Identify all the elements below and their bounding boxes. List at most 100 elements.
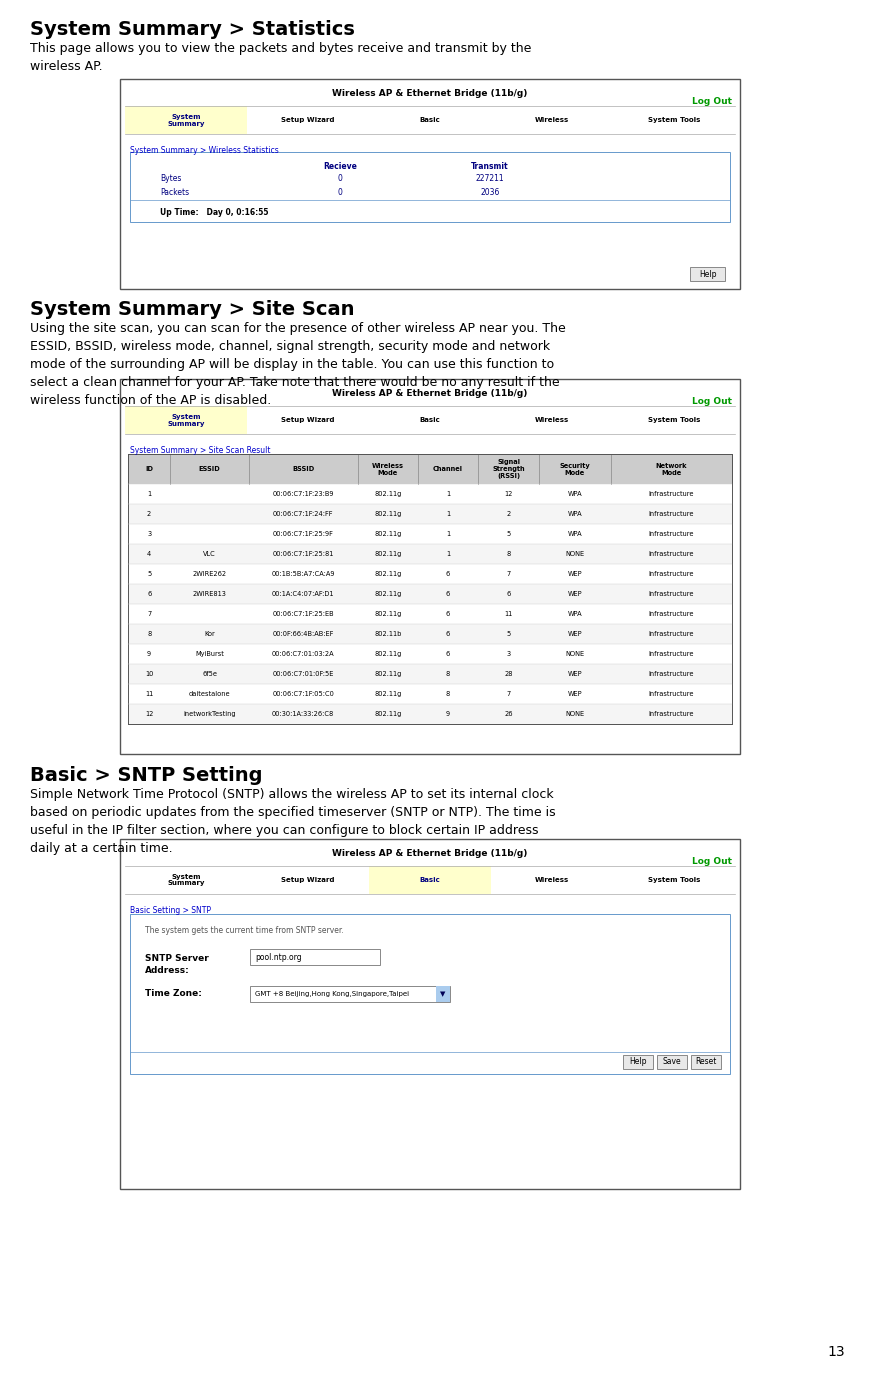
Text: 1: 1 xyxy=(446,511,450,517)
FancyBboxPatch shape xyxy=(613,866,735,894)
Text: Save: Save xyxy=(662,1058,682,1066)
Text: 7: 7 xyxy=(147,611,151,617)
Text: 3: 3 xyxy=(507,651,511,657)
Text: Wireless AP & Ethernet Bridge (11b/g): Wireless AP & Ethernet Bridge (11b/g) xyxy=(332,389,528,397)
Text: ▼: ▼ xyxy=(440,991,445,998)
FancyBboxPatch shape xyxy=(120,78,740,289)
Text: Up Time:   Day 0, 0:16:55: Up Time: Day 0, 0:16:55 xyxy=(160,207,269,217)
FancyBboxPatch shape xyxy=(657,1055,687,1069)
Text: 3: 3 xyxy=(147,530,151,537)
Text: System Tools: System Tools xyxy=(648,416,700,423)
Text: 7: 7 xyxy=(507,572,511,577)
Text: Basic: Basic xyxy=(420,416,440,423)
Text: 802.11g: 802.11g xyxy=(374,530,402,537)
Text: 28: 28 xyxy=(504,671,513,677)
Text: Simple Network Time Protocol (SNTP) allows the wireless AP to set its internal c: Simple Network Time Protocol (SNTP) allo… xyxy=(30,789,556,855)
Text: Infrastructure: Infrastructure xyxy=(649,591,695,596)
Text: VLC: VLC xyxy=(203,551,216,556)
Text: 802.11g: 802.11g xyxy=(374,691,402,697)
Text: pool.ntp.org: pool.ntp.org xyxy=(255,952,302,962)
Text: Help: Help xyxy=(699,269,717,279)
Text: Basic Setting > SNTP: Basic Setting > SNTP xyxy=(130,905,211,915)
FancyBboxPatch shape xyxy=(250,949,380,965)
Text: WEP: WEP xyxy=(568,691,582,697)
Text: 2WIRE813: 2WIRE813 xyxy=(192,591,227,596)
Text: 5: 5 xyxy=(147,572,151,577)
Text: Infrastructure: Infrastructure xyxy=(649,551,695,556)
Text: Infrastructure: Infrastructure xyxy=(649,671,695,677)
Text: The system gets the current time from SNTP server.: The system gets the current time from SN… xyxy=(145,926,344,934)
Text: Log Out: Log Out xyxy=(692,856,732,866)
Text: Time Zone:: Time Zone: xyxy=(145,989,202,998)
Text: 227211: 227211 xyxy=(476,174,504,183)
Text: 5: 5 xyxy=(507,530,511,537)
FancyBboxPatch shape xyxy=(369,866,491,894)
Text: WEP: WEP xyxy=(568,572,582,577)
Text: 00:06:C7:01:03:2A: 00:06:C7:01:03:2A xyxy=(272,651,334,657)
Text: 13: 13 xyxy=(828,1345,845,1359)
Text: WPA: WPA xyxy=(568,491,582,497)
FancyBboxPatch shape xyxy=(369,405,491,434)
Text: 00:06:C7:1F:23:B9: 00:06:C7:1F:23:B9 xyxy=(272,491,334,497)
Text: Packets: Packets xyxy=(160,188,189,196)
Text: Log Out: Log Out xyxy=(692,397,732,405)
Text: System Summary > Site Scan Result: System Summary > Site Scan Result xyxy=(130,447,270,455)
Text: WPA: WPA xyxy=(568,530,582,537)
Text: Reset: Reset xyxy=(696,1058,717,1066)
Text: GMT +8 Beijing,Hong Kong,Singapore,Taipei: GMT +8 Beijing,Hong Kong,Singapore,Taipe… xyxy=(255,991,410,998)
FancyBboxPatch shape xyxy=(130,153,730,223)
Text: 802.11g: 802.11g xyxy=(374,591,402,596)
FancyBboxPatch shape xyxy=(128,624,732,644)
Text: System Summary > Wireless Statistics: System Summary > Wireless Statistics xyxy=(130,146,279,155)
FancyBboxPatch shape xyxy=(128,644,732,664)
Text: 9: 9 xyxy=(147,651,151,657)
FancyBboxPatch shape xyxy=(247,405,369,434)
Text: 1: 1 xyxy=(446,551,450,556)
Text: 802.11g: 802.11g xyxy=(374,572,402,577)
FancyBboxPatch shape xyxy=(125,405,247,434)
Text: Recieve: Recieve xyxy=(323,162,357,170)
Text: 11: 11 xyxy=(145,691,153,697)
Text: This page allows you to view the packets and bytes receive and transmit by the
w: This page allows you to view the packets… xyxy=(30,43,531,73)
Text: Network
Mode: Network Mode xyxy=(656,463,688,475)
Text: 802.11g: 802.11g xyxy=(374,491,402,497)
Text: 802.11g: 802.11g xyxy=(374,611,402,617)
FancyBboxPatch shape xyxy=(125,106,247,135)
Text: 802.11b: 802.11b xyxy=(374,631,402,638)
Text: Wireless: Wireless xyxy=(535,117,569,124)
Text: Infrastructure: Infrastructure xyxy=(649,631,695,638)
Text: WPA: WPA xyxy=(568,611,582,617)
Text: System
Summary: System Summary xyxy=(167,414,205,426)
Text: 6: 6 xyxy=(446,572,451,577)
Text: System
Summary: System Summary xyxy=(167,114,205,126)
Text: Infrastructure: Infrastructure xyxy=(649,572,695,577)
FancyBboxPatch shape xyxy=(128,523,732,544)
Text: Infrastructure: Infrastructure xyxy=(649,511,695,517)
FancyBboxPatch shape xyxy=(128,664,732,684)
FancyBboxPatch shape xyxy=(128,563,732,584)
Text: 2WIRE262: 2WIRE262 xyxy=(192,572,227,577)
Text: 6: 6 xyxy=(446,631,451,638)
FancyBboxPatch shape xyxy=(125,866,247,894)
Text: Wireless AP & Ethernet Bridge (11b/g): Wireless AP & Ethernet Bridge (11b/g) xyxy=(332,88,528,98)
FancyBboxPatch shape xyxy=(128,504,732,523)
Text: 1: 1 xyxy=(446,530,450,537)
Text: System Summary > Site Scan: System Summary > Site Scan xyxy=(30,300,354,319)
FancyBboxPatch shape xyxy=(128,684,732,703)
Text: 802.11g: 802.11g xyxy=(374,511,402,517)
FancyBboxPatch shape xyxy=(128,453,732,484)
Text: 0: 0 xyxy=(338,174,342,183)
Text: Setup Wizard: Setup Wizard xyxy=(281,877,335,883)
Text: Basic: Basic xyxy=(420,877,440,883)
Text: 1: 1 xyxy=(446,491,450,497)
FancyBboxPatch shape xyxy=(613,405,735,434)
Text: ID: ID xyxy=(145,466,153,473)
Text: 6: 6 xyxy=(507,591,511,596)
FancyBboxPatch shape xyxy=(613,106,735,135)
Text: Basic > SNTP Setting: Basic > SNTP Setting xyxy=(30,765,262,785)
Text: 6: 6 xyxy=(147,591,151,596)
FancyBboxPatch shape xyxy=(120,840,740,1189)
Text: 8: 8 xyxy=(446,671,451,677)
Text: 8: 8 xyxy=(507,551,511,556)
Text: 1: 1 xyxy=(147,491,151,497)
